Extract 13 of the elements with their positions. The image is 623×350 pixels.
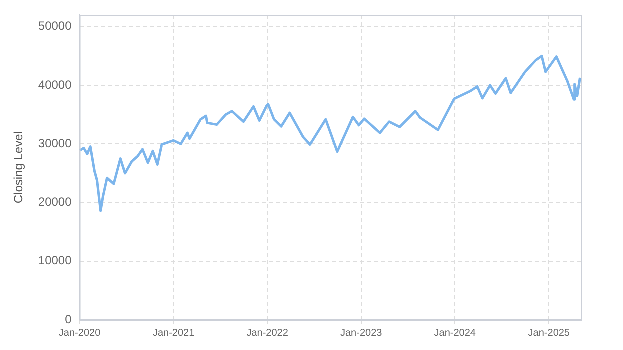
y-axis-title: Closing Level [12,132,26,204]
y-tick-label: 20000 [38,195,72,210]
x-tick-label: Jan-2020 [58,328,102,339]
x-tick-label: Jan-2021 [152,328,196,339]
y-tick-label: 30000 [38,136,72,150]
y-tick-label: 0 [65,312,72,326]
x-tick-label: Jan-2025 [528,328,570,339]
y-tick-label: 10000 [38,254,72,268]
x-tick-label: Jan-2024 [434,328,476,339]
y-tick-label: 50000 [38,19,72,34]
y-tick-label: 40000 [38,78,72,92]
x-tick-label: Jan-2023 [340,328,383,339]
x-tick-label: Jan-2022 [246,328,289,339]
